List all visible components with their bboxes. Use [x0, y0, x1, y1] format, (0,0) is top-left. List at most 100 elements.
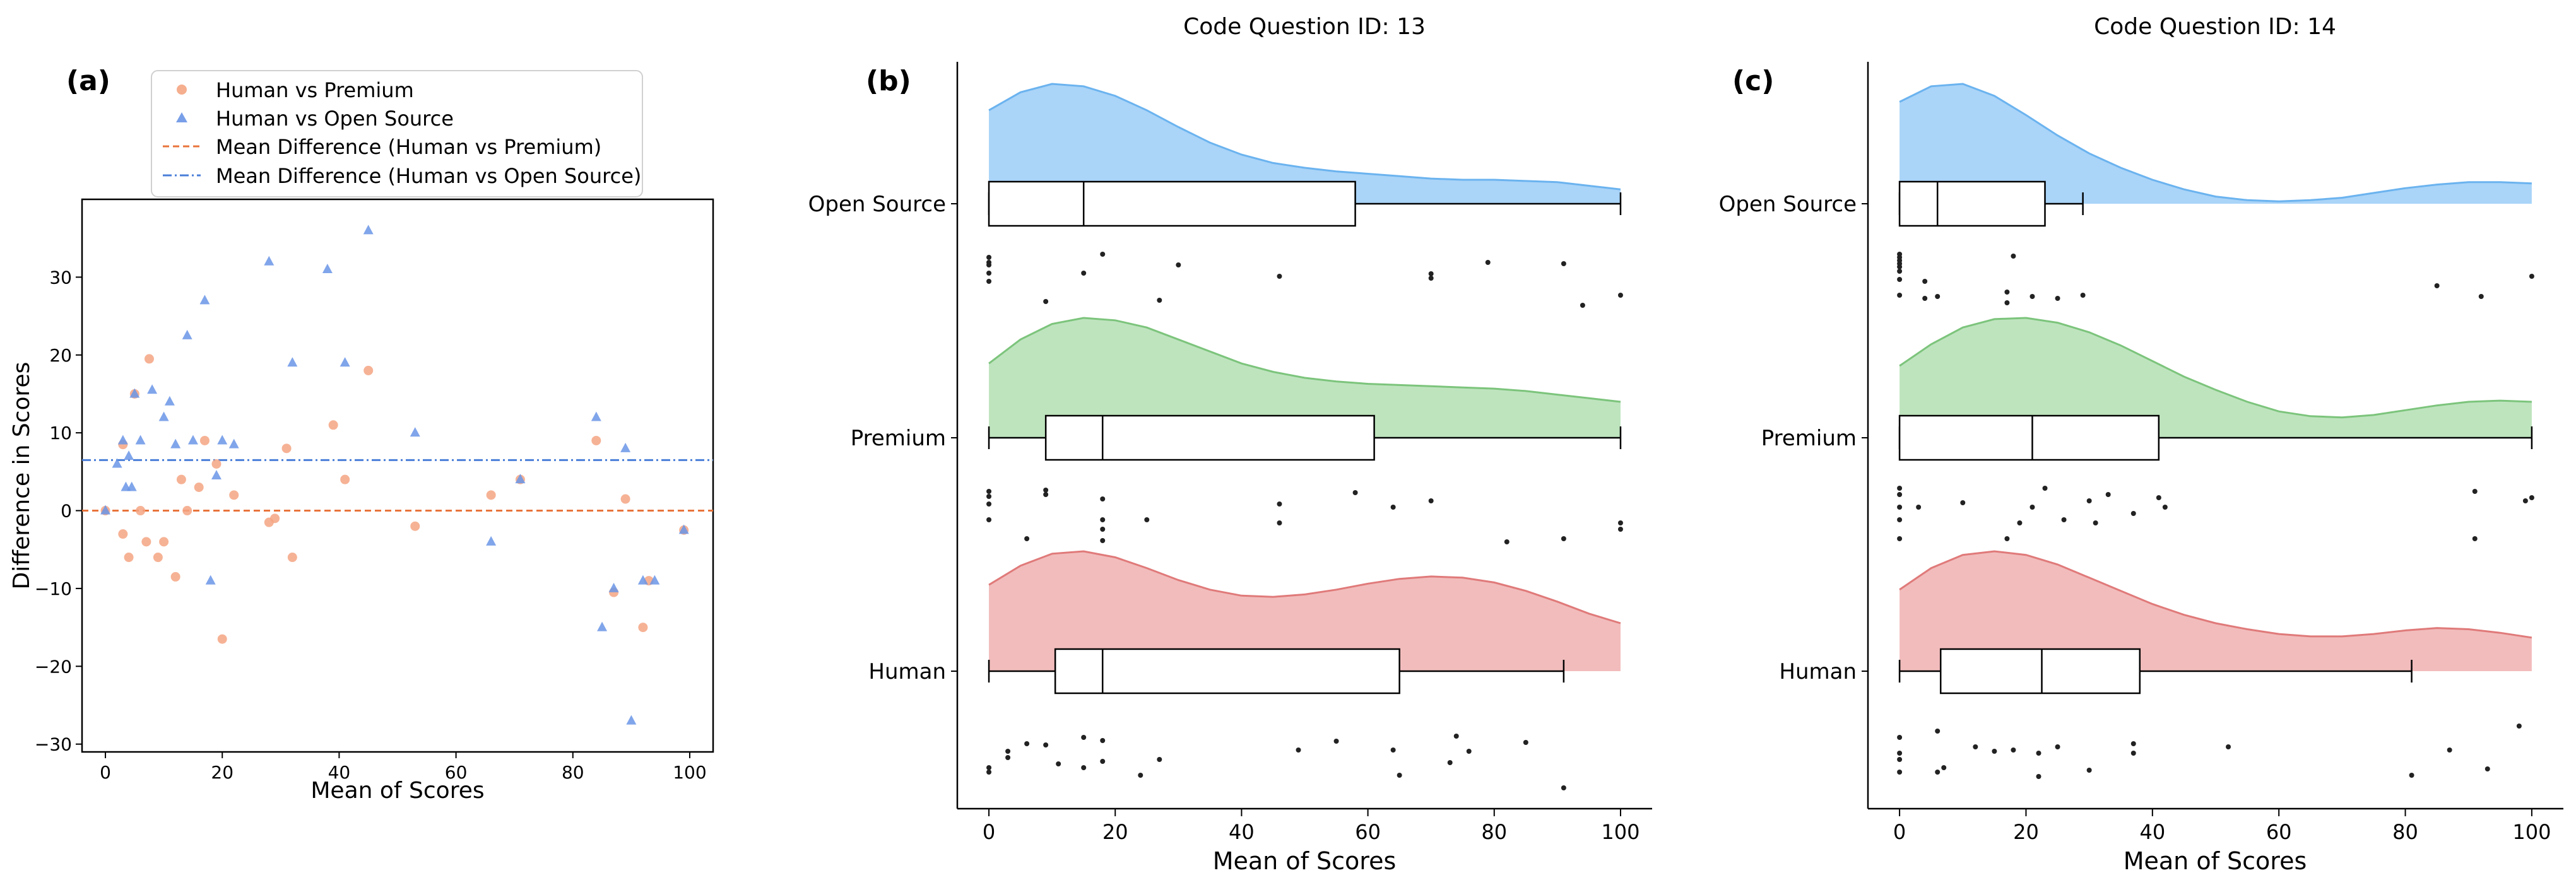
rain-point: [1043, 299, 1049, 304]
point-premium: [144, 354, 154, 364]
rain-point: [1485, 260, 1491, 265]
point-open-source: [228, 438, 239, 448]
legend-label-open-source: Human vs Open Source: [216, 107, 454, 131]
rain-point: [986, 501, 992, 507]
rain-point: [1397, 773, 1402, 778]
rain-point: [2055, 744, 2060, 749]
rain-point: [1100, 538, 1106, 543]
x-axis-label-a: Mean of Scores: [310, 778, 484, 804]
point-premium: [170, 571, 180, 582]
x-tick-label: 100: [1601, 820, 1640, 844]
plot-frame-a: [81, 198, 714, 753]
rain-point: [2478, 294, 2484, 299]
point-premium: [136, 506, 146, 516]
density-outline: [988, 317, 1621, 403]
rain-point: [1935, 729, 1941, 734]
rain-point: [2484, 766, 2490, 771]
point-premium: [153, 553, 163, 563]
legend-label-premium-mean: Mean Difference (Human vs Premium): [216, 135, 601, 159]
rain-point: [986, 517, 992, 522]
rain-point: [1043, 742, 1049, 747]
point-open-source: [217, 435, 228, 445]
rain-point: [2029, 294, 2035, 299]
rain-point: [1100, 517, 1106, 522]
category-labels: Open Source Premium Human: [1719, 192, 1868, 684]
rain-point: [1941, 765, 1947, 770]
rain-point: [1277, 274, 1282, 279]
rain-point: [1992, 749, 1997, 754]
y-tick-label: −10: [35, 578, 72, 599]
x-tick-label: 60: [445, 762, 468, 783]
x-tick-label: 0: [1893, 820, 1906, 844]
rain-point: [1523, 740, 1528, 745]
x-tick-label: 100: [2512, 820, 2551, 844]
density-outline: [1899, 317, 2532, 419]
rain-point: [2447, 747, 2452, 753]
rain-point: [2472, 536, 2478, 541]
rain-point: [986, 765, 992, 770]
point-open-source: [147, 384, 158, 394]
rain-point: [1897, 293, 1903, 298]
point-open-source: [158, 411, 169, 421]
rain-point: [2434, 283, 2440, 288]
rain-point: [1390, 747, 1396, 753]
rain-point: [986, 770, 992, 775]
x-axis-ticks: 0 20 40 60 80 100: [983, 809, 1640, 844]
x-tick-label: 20: [211, 762, 233, 783]
rain-point: [1277, 501, 1282, 507]
point-open-source: [199, 295, 210, 305]
rain-point: [2004, 300, 2010, 305]
rain-point: [1897, 277, 1903, 282]
rain-point: [1897, 492, 1903, 497]
point-open-source: [264, 255, 275, 266]
rain-point: [1100, 759, 1106, 764]
point-premium: [340, 474, 350, 484]
point-premium: [620, 494, 630, 504]
rain-point: [1617, 527, 1623, 532]
point-open-source: [117, 435, 128, 445]
rain-point: [1922, 279, 1928, 284]
point-premium: [194, 483, 204, 493]
point-premium: [141, 537, 151, 547]
x-tick-label: 40: [2139, 820, 2165, 844]
rain-point: [1428, 498, 1434, 503]
rain-point: [986, 271, 992, 276]
point-premium: [211, 459, 222, 469]
panel-title-c: Code Question ID: 14: [2094, 14, 2336, 40]
rain-point: [1043, 492, 1049, 497]
density-area: [1900, 551, 2532, 671]
y-tick-label: 10: [49, 423, 72, 443]
rain-point: [1043, 488, 1049, 493]
x-axis-ticks: 0 20 40 60 80 100: [100, 752, 707, 783]
raincloud-plot-b: [986, 83, 1623, 790]
point-open-source: [170, 438, 181, 448]
x-tick-label: 60: [1355, 820, 1381, 844]
rain-point: [2086, 498, 2092, 503]
box-iqr: [1939, 648, 2141, 695]
point-open-source: [126, 481, 137, 491]
rain-point: [2409, 773, 2414, 778]
rain-point: [1157, 298, 1162, 303]
rain-point: [2036, 751, 2041, 756]
rain-point: [1960, 500, 1966, 505]
rain-point: [986, 489, 992, 494]
rain-point: [1333, 739, 1339, 744]
point-open-source: [164, 396, 175, 406]
scatter-points: [100, 225, 689, 725]
rain-point: [1561, 785, 1566, 790]
rain-point: [2226, 744, 2231, 749]
density-area: [989, 84, 1621, 204]
box-iqr: [1898, 180, 2046, 227]
rain-point: [986, 279, 992, 284]
rain-point: [1897, 505, 1903, 510]
rain-point: [1005, 749, 1011, 754]
category-label: Premium: [1761, 426, 1857, 451]
rain-point: [2011, 747, 2016, 753]
density-outline: [1899, 550, 2532, 639]
rain-point: [2472, 489, 2478, 494]
rain-point: [2042, 486, 2048, 491]
rain-point: [1897, 269, 1903, 274]
rain-point: [1024, 741, 1030, 746]
rain-point: [1428, 276, 1434, 281]
